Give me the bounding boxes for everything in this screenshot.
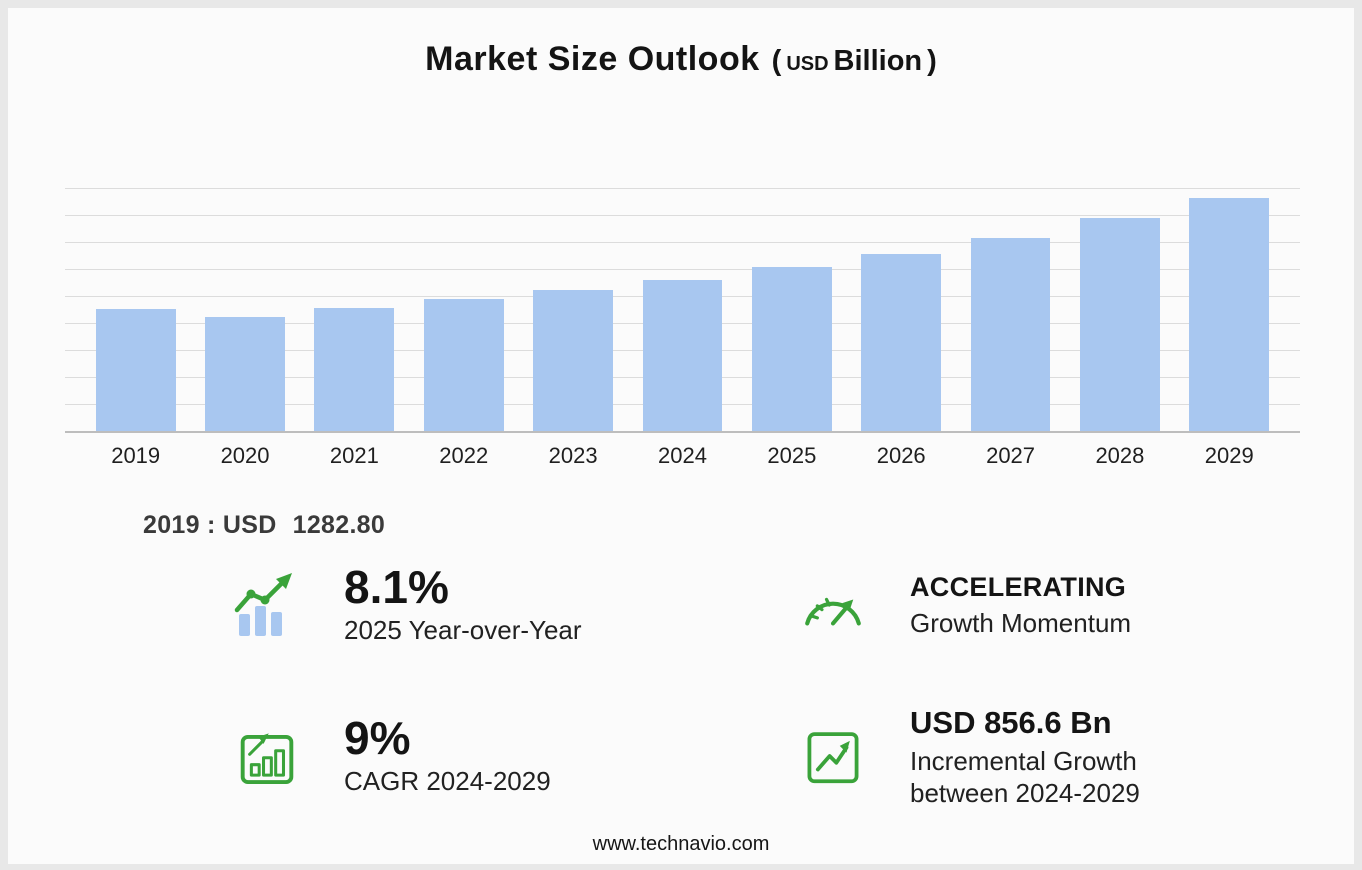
chart-title: Market Size Outlook (USD Billion) (8, 8, 1354, 79)
title-unit-usd: USD (786, 53, 829, 75)
bar-column-2021 (300, 188, 409, 431)
bar-column-2020 (190, 188, 299, 431)
x-tick-label: 2019 (111, 443, 161, 468)
title-unit-billion: Billion (833, 45, 923, 77)
bar-column-2022 (409, 188, 518, 431)
incremental-growth-icon (792, 724, 874, 788)
stat-incremental: USD 856.6 Bn Incremental Growth between … (792, 704, 1272, 809)
stats-grid: 8.1% 2025 Year-over-Year (226, 564, 1272, 809)
title-open-paren: ( (771, 45, 782, 77)
x-tick-label: 2028 (1095, 443, 1145, 468)
bar-column-2024 (628, 188, 737, 431)
bar-rect (314, 308, 395, 431)
cagr-chart-icon (226, 723, 308, 789)
chart-x-labels: 2019 2020 2021 2022 2023 2024 2025 2026 2027 2028… (65, 443, 1300, 469)
stat-yoy-label: 2025 Year-over-Year (344, 615, 582, 645)
bar-column-2028 (1065, 188, 1174, 431)
x-tick-label: 2022 (439, 443, 489, 468)
speedometer-icon (792, 578, 874, 632)
title-close-paren: ) (927, 45, 937, 77)
stat-incremental-label: Incremental Growth between 2024-2029 (910, 746, 1140, 808)
bar-rect (642, 279, 723, 431)
bar-rect (751, 267, 832, 431)
stat-momentum-text: ACCELERATING Growth Momentum (910, 571, 1131, 640)
x-tick-label: 2029 (1204, 443, 1254, 468)
gridline (65, 188, 1300, 189)
bar-column-2023 (518, 188, 627, 431)
gridline (65, 215, 1300, 216)
bar-rect (95, 308, 176, 431)
x-tick-label: 2021 (329, 443, 379, 468)
chart-plot (65, 188, 1300, 433)
stat-momentum: ACCELERATING Growth Momentum (792, 564, 1272, 646)
bar-column-2026 (847, 188, 956, 431)
bar-rect (861, 254, 942, 431)
infographic-card: Market Size Outlook (USD Billion) 2019 2020… (8, 8, 1354, 864)
stat-cagr-value: 9% (344, 712, 411, 765)
bar-column-2029 (1175, 188, 1284, 431)
title-main: Market Size Outlook (425, 40, 760, 78)
x-tick-label: 2025 (767, 443, 817, 468)
gridline (65, 242, 1300, 243)
stat-momentum-label: Growth Momentum (910, 608, 1132, 639)
stat-cagr-label: CAGR 2024-2029 (344, 766, 551, 797)
base-year-annotation: 2019 : USD 1282.80 (143, 511, 385, 540)
stat-incremental-value: USD 856.6 Bn (910, 705, 1112, 741)
x-tick-label: 2026 (876, 443, 926, 468)
stat-yoy-value: 8.1% (344, 561, 449, 613)
x-tick-label: 2027 (986, 443, 1036, 468)
base-year-value: 1282.80 (292, 511, 386, 539)
bar-rect (205, 317, 285, 431)
bar-rect (970, 237, 1051, 431)
gridline (65, 268, 1300, 270)
x-tick-label: 2024 (658, 443, 707, 468)
bar-column-2019 (81, 188, 190, 431)
stat-cagr: 9% CAGR 2024-2029 (226, 704, 792, 809)
bar-column-2025 (737, 188, 846, 431)
bar-chart: 2019 2020 2021 2022 2023 2024 2025 2026 2027 2028… (65, 188, 1300, 469)
bar-rect (1189, 197, 1270, 431)
bar-rect (533, 289, 614, 431)
stat-incremental-text: USD 856.6 Bn Incremental Growth between … (910, 704, 1210, 809)
base-year-prefix: 2019 : USD (143, 511, 277, 539)
stat-yoy-text: 8.1% 2025 Year-over-Year (344, 564, 582, 646)
stat-yoy: 8.1% 2025 Year-over-Year (226, 564, 792, 646)
x-tick-label: 2020 (220, 443, 270, 468)
stat-cagr-text: 9% CAGR 2024-2029 (344, 715, 551, 797)
bar-rect (1080, 217, 1160, 431)
yoy-trend-icon (226, 570, 308, 640)
stat-momentum-value: ACCELERATING (910, 571, 1127, 602)
x-tick-label: 2023 (548, 443, 598, 468)
bar-column-2027 (956, 188, 1065, 431)
footer-url: www.technavio.com (592, 833, 770, 855)
bar-rect (423, 298, 504, 431)
